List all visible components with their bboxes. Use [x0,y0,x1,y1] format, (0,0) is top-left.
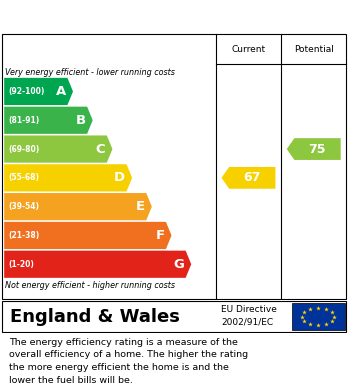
Polygon shape [4,78,73,105]
FancyBboxPatch shape [292,303,345,330]
Text: (92-100): (92-100) [8,87,45,96]
Text: Very energy efficient - lower running costs: Very energy efficient - lower running co… [5,68,175,77]
Text: (69-80): (69-80) [8,145,40,154]
Text: (39-54): (39-54) [8,202,39,211]
Text: Not energy efficient - higher running costs: Not energy efficient - higher running co… [5,281,175,290]
Text: Energy Efficiency Rating: Energy Efficiency Rating [9,8,238,26]
Polygon shape [4,251,191,278]
Text: (1-20): (1-20) [8,260,34,269]
Polygon shape [4,222,172,249]
Text: E: E [136,200,145,213]
Text: D: D [114,171,125,184]
Text: C: C [96,143,105,156]
Text: 67: 67 [243,171,261,184]
Text: EU Directive
2002/91/EC: EU Directive 2002/91/EC [221,305,277,326]
Text: F: F [156,229,165,242]
Polygon shape [4,107,93,134]
Text: A: A [56,85,66,98]
Polygon shape [287,138,341,160]
Text: (21-38): (21-38) [8,231,40,240]
Text: (81-91): (81-91) [8,116,40,125]
Text: The energy efficiency rating is a measure of the
overall efficiency of a home. T: The energy efficiency rating is a measur… [9,338,248,385]
Text: Current: Current [231,45,266,54]
Text: B: B [76,114,86,127]
Polygon shape [4,193,152,220]
Text: England & Wales: England & Wales [10,307,180,325]
Polygon shape [4,135,112,163]
Polygon shape [221,167,276,189]
Text: 75: 75 [308,143,326,156]
Text: G: G [173,258,184,271]
Text: (55-68): (55-68) [8,173,39,182]
Text: Potential: Potential [294,45,334,54]
Polygon shape [4,164,132,192]
